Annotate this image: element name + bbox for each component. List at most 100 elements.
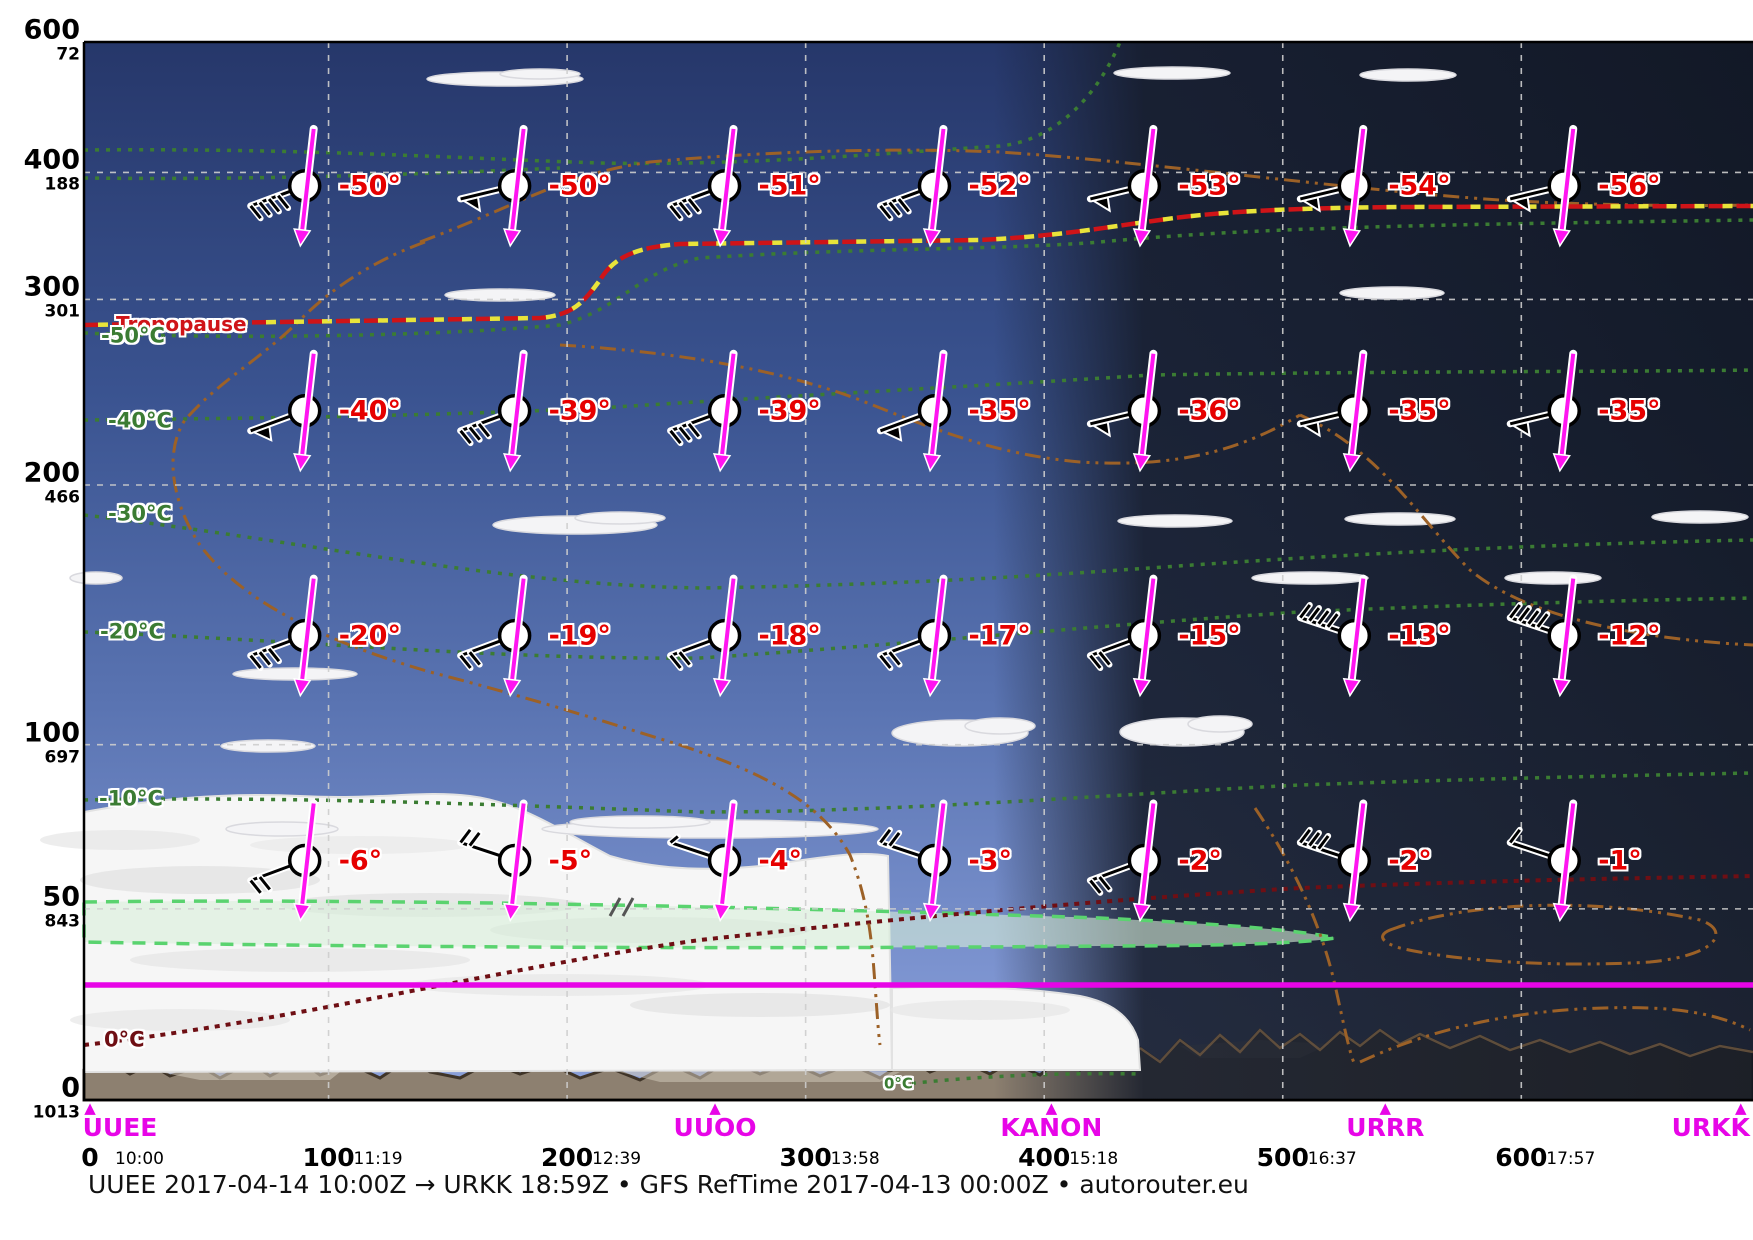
time-tick-label: 10:00 [115, 1149, 164, 1169]
temperature-label: -4° [758, 845, 803, 877]
pressure-label: 697 [44, 747, 81, 768]
distance-tick-label: 600 [1495, 1143, 1548, 1172]
wind-barb [457, 799, 532, 923]
freezing-level-line [83, 874, 1753, 1047]
waypoint-marker-icon: ▲ [1379, 1099, 1392, 1117]
temperature-label: -13° [1388, 620, 1451, 652]
distance-tick-label: 500 [1256, 1143, 1309, 1172]
temperature-label: -17° [968, 620, 1031, 652]
flight-level-label: 0 [61, 1072, 80, 1104]
flight-level-label: 50 [42, 881, 80, 913]
temperature-label: -35° [968, 395, 1031, 427]
plot-border [82, 40, 1753, 1102]
route-caption: UUEE 2017-04-14 10:00Z → URKK 18:59Z • G… [88, 1170, 1249, 1199]
waypoint-marker-icon: ▲ [1734, 1099, 1747, 1117]
tropopause-line [83, 203, 1753, 328]
wind-barb [1506, 574, 1581, 698]
temperature-label: -20° [338, 620, 401, 652]
wind-barb [667, 574, 742, 698]
wind-barb [876, 799, 952, 923]
time-tick-label: 11:19 [353, 1149, 403, 1169]
cloud-layers [69, 66, 1749, 839]
temperature-label: -39° [758, 395, 821, 427]
pressure-label: 72 [56, 44, 80, 65]
time-tick-label: 13:58 [830, 1149, 880, 1169]
wind-barb [1506, 799, 1581, 923]
line-label-3: -30°C [108, 501, 172, 526]
temperature-label: -2° [1388, 845, 1432, 877]
line-label-7: 0°C [884, 1074, 913, 1093]
pressure-label: 1013 [32, 1102, 80, 1123]
wind-barb [1296, 349, 1372, 473]
waypoint-label-urrr: URRR [1346, 1113, 1425, 1142]
temperature-label: -35° [1598, 395, 1661, 427]
flight-level-label: 300 [23, 271, 80, 303]
wind-barb [457, 349, 532, 473]
temperature-label: -35° [1388, 395, 1451, 427]
line-label-1: -50°C [101, 323, 165, 348]
wind-barb [1086, 799, 1162, 923]
flight-level-label: 200 [23, 457, 80, 489]
temperature-label: -40° [338, 395, 401, 427]
temperature-label: -50° [338, 170, 401, 202]
wind-barb [1296, 574, 1372, 698]
waypoint-marker-icon: ▲ [1045, 1099, 1058, 1117]
wind-barbs [247, 124, 1581, 923]
waypoint-label-urkk: URKK [1671, 1113, 1750, 1142]
wind-barb [457, 124, 532, 248]
distance-tick-label: 100 [302, 1143, 355, 1172]
flight-level-label: 400 [23, 144, 80, 176]
temperature-label: -36° [1178, 395, 1241, 427]
pressure-label: 301 [44, 301, 81, 322]
time-tick-label: 12:39 [592, 1149, 642, 1169]
temperature-label: -51° [758, 170, 821, 202]
temperature-label: -52° [968, 170, 1031, 202]
pressure-label: 843 [44, 911, 81, 932]
flight-level-label: 100 [23, 717, 80, 749]
temperature-label: -1° [1598, 845, 1642, 877]
precip-symbol [608, 897, 635, 917]
temperature-label: -3° [968, 845, 1012, 877]
wind-barb [247, 124, 322, 248]
wind-barb [1506, 349, 1581, 473]
pressure-label: 188 [44, 174, 81, 195]
gridlines [84, 42, 1753, 1100]
time-tick-label: 16:37 [1307, 1149, 1357, 1169]
wind-barb [876, 574, 952, 698]
wind-barb [1506, 124, 1581, 248]
temperature-label: -19° [548, 620, 611, 652]
isotherm-lines [83, 41, 1753, 1088]
time-tick-label: 17:57 [1546, 1149, 1596, 1169]
temperature-label: -6° [338, 845, 383, 877]
wind-barb [667, 799, 742, 923]
line-label-0: Tropopause [116, 312, 247, 336]
waypoint-marker-icon: ▲ [84, 1099, 96, 1117]
wind-barb [1296, 799, 1372, 923]
line-label-4: -20°C [100, 619, 164, 644]
wind-barb [247, 574, 322, 698]
wind-barb [247, 349, 322, 473]
wind-barb [876, 349, 952, 473]
line-label-5: -10°C [99, 786, 163, 811]
wind-barb [667, 349, 742, 473]
terrain-night-outline [1139, 1028, 1753, 1064]
waypoint-label-uuee: UUEE [82, 1113, 158, 1142]
temperature-label: -18° [758, 620, 821, 652]
wind-barb [1086, 349, 1162, 473]
distance-tick-label: 400 [1018, 1143, 1071, 1172]
wind-barb [1296, 124, 1372, 248]
temperature-label: -56° [1598, 170, 1661, 202]
wind-barb [876, 124, 952, 248]
waypoint-label-kanon: KANON [1000, 1113, 1103, 1142]
wind-barb [457, 574, 532, 698]
temperature-label: -53° [1178, 170, 1241, 202]
distance-tick-label: 300 [779, 1143, 832, 1172]
wind-barb [1086, 124, 1162, 248]
temperature-label: -15° [1178, 620, 1241, 652]
pressure-label: 466 [44, 487, 81, 508]
wind-barb [247, 799, 322, 923]
temperature-label: -2° [1178, 845, 1222, 877]
wind-barb [1086, 574, 1162, 698]
line-label-2: -40°C [108, 408, 172, 433]
